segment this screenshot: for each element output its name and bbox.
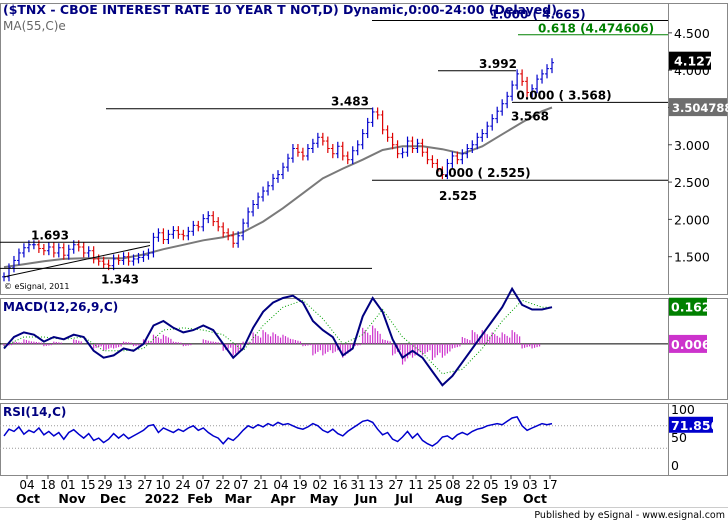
price-tick-label: 2.000 [674,212,710,227]
price-tick-label: 2.500 [674,175,710,190]
x-day-label: 02 [312,478,327,492]
x-day-label: 10 [155,478,170,492]
x-day-label: 17 [542,478,557,492]
rsi-marks [0,415,668,449]
rsi-axis: 100 50 0 71.856 [669,402,720,473]
x-day-label: 29 [97,478,112,492]
macd-line [3,286,553,387]
x-month-label: Oct [16,491,40,506]
rsi-value-tag [669,416,713,433]
x-day-label: 22 [465,478,480,492]
price-axis: 4.5004.0003.5003.0002.5002.0001.5004.127… [668,26,728,265]
price-panel: ($TNX - CBOE INTEREST RATE 10 YEAR T NOT… [3,2,557,291]
x-day-label: 19 [292,478,307,492]
x-month-label: Oct [523,491,547,506]
chart-title: ($TNX - CBOE INTEREST RATE 10 YEAR T NOT… [3,2,557,17]
x-day-label: 08 [445,478,460,492]
macd-value: 0.162 [671,300,711,315]
panel-frames [0,3,728,476]
fib-0-2525-level-label: 0.000 ( 2.525) [435,166,530,180]
macd-hist-value-tag [669,334,707,353]
fib-1000-level-label: 1.000 ( 4.665) [490,8,585,22]
last-price-value: 4.127 [674,54,714,69]
ma-value: 3.504788 [672,101,728,115]
high-3992-level-label: 3.992 [479,57,517,71]
rsi-value: 71.856 [671,418,720,433]
high-3483-level-label: 3.483 [331,95,369,109]
x-day-label: 01 [60,478,75,492]
x-day-label: 15 [80,478,95,492]
price-tick-label: 3.000 [674,138,710,153]
price-tick-label: 1.500 [674,250,710,265]
x-month-label: Apr [271,491,297,506]
low-1343-level-label: 1.343 [101,272,139,286]
last-price-tag [669,51,711,70]
copyright-label: © eSignal, 2011 [4,282,69,291]
x-day-label: 16 [332,478,347,492]
x-day-label: 27 [388,478,403,492]
x-month-label: Sep [481,491,507,506]
rsi-line [3,415,553,447]
macd-legend-label: MACD(12,26,9,C) [3,300,118,314]
x-month-label: Jun [354,491,377,506]
low-2525-label: 2.525 [439,189,477,203]
x-month-label: May [310,491,339,506]
x-day-label: 03 [522,478,537,492]
x-day-label: 05 [483,478,498,492]
x-month-label: Dec [100,491,126,506]
ma-line [3,106,553,269]
x-day-label: 04 [19,478,34,492]
x-month-label: 2022 [145,491,180,506]
macd-value-tag [669,297,707,316]
price-annotations: 1.000 ( 4.665)0.618 (4.474606) 3.992 0.000… [0,8,668,286]
x-day-label: 13 [117,478,132,492]
footer-credit: Published by eSignal - www.esignal.com [534,510,725,521]
x-day-label: 13 [368,478,383,492]
macd-hist-value: 0.006 [671,337,711,352]
x-day-label: 07 [195,478,210,492]
ma-legend-label: MA(55,C)e [3,19,66,33]
x-month-label: Mar [224,491,252,506]
rsi-tick-label: 50 [671,430,687,445]
fib-0618-level-label: 0.618 (4.474606) [538,22,654,36]
x-day-label: 31 [350,478,365,492]
x-month-label: Nov [58,491,85,506]
panel-frame-0 [0,3,728,295]
macd-marks [0,286,668,387]
rsi-tick-label: 0 [671,458,679,473]
x-day-label: 22 [215,478,230,492]
high-1693-level-label: 1.693 [31,228,69,242]
x-day-label: 07 [233,478,248,492]
x-month-label: Feb [187,491,213,506]
x-month-label: Jul [394,491,413,506]
macd-axis: 0.162 0.006 [669,297,711,353]
macd-signal-line [3,299,552,375]
x-day-label: 19 [503,478,518,492]
x-day-label: 18 [40,478,55,492]
price-tick-label: 4.500 [674,26,710,41]
x-day-label: 21 [253,478,268,492]
rsi-legend-label: RSI(14,C) [3,405,66,419]
x-day-label: 24 [175,478,190,492]
rsi-tick-label: 100 [671,402,695,417]
x-day-label: 11 [408,478,423,492]
low-3568-label: 3.568 [511,109,549,123]
panel-frame-2 [0,403,728,476]
x-month-label: Aug [435,491,463,506]
ma-value-tag [669,98,727,117]
trendline-low [3,245,151,278]
x-day-label: 27 [137,478,152,492]
x-axis: 04 18 01 15 29 13 27 10 24 07 22 07 21 04 19 02 16 31 13 27… [0,475,728,508]
fib-0-3568-level-label: 0.000 ( 3.568) [516,88,611,102]
x-day-label: 04 [273,478,288,492]
x-day-label: 25 [427,478,442,492]
